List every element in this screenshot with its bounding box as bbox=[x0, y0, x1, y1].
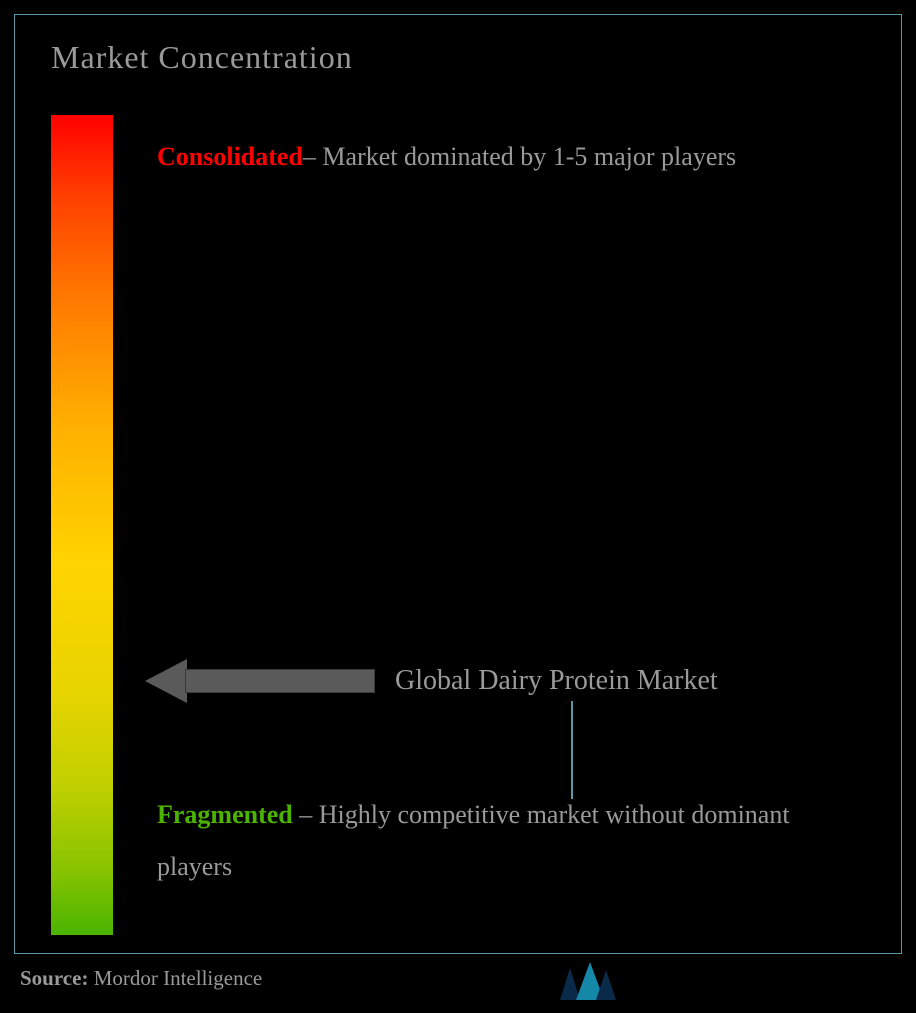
concentration-gradient-bar bbox=[51, 115, 113, 935]
arrow-head-icon bbox=[145, 659, 187, 703]
connector-line bbox=[571, 701, 573, 799]
source-prefix: Source: bbox=[20, 966, 88, 990]
consolidated-strong: Consolidated bbox=[157, 142, 303, 171]
mordor-logo-icon bbox=[556, 960, 676, 1008]
source-attribution: Source: Mordor Intelligence bbox=[20, 966, 262, 991]
consolidated-label: Consolidated– Market dominated by 1-5 ma… bbox=[157, 139, 736, 175]
fragmented-label: Fragmented – Highly competitive market w… bbox=[157, 789, 857, 893]
infographic-card: Market Concentration Consolidated– Marke… bbox=[14, 14, 902, 954]
consolidated-rest: – Market dominated by 1-5 major players bbox=[303, 142, 736, 171]
fragmented-strong: Fragmented bbox=[157, 800, 293, 829]
arrow-shaft bbox=[185, 669, 375, 693]
market-name-label: Global Dairy Protein Market bbox=[395, 665, 718, 697]
marker-arrow bbox=[145, 659, 375, 703]
source-name: Mordor Intelligence bbox=[88, 966, 262, 990]
chart-title: Market Concentration bbox=[51, 39, 353, 76]
